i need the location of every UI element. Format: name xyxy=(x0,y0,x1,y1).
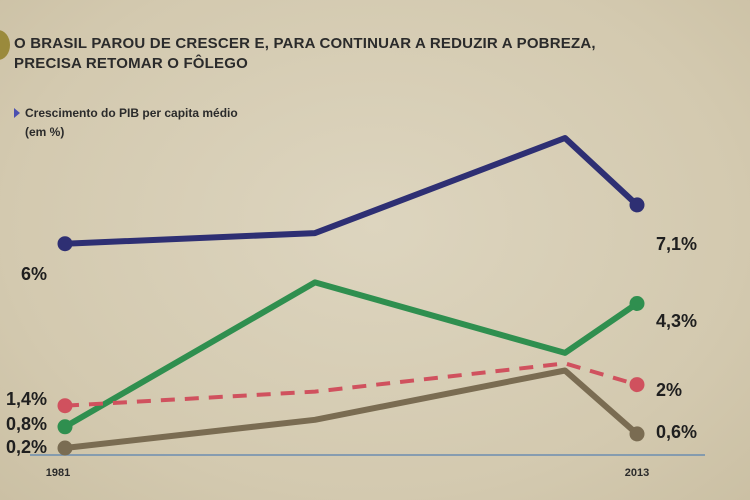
subtitle-text: Crescimento do PIB per capita médio xyxy=(25,106,238,120)
series-2-end-point xyxy=(629,296,645,311)
series-1-end-point xyxy=(629,197,645,213)
series-line-3 xyxy=(64,361,638,408)
unit-label: (em %) xyxy=(25,125,65,139)
series-3-end-label: 2% xyxy=(656,380,682,400)
series-3-start-label: 1,4% xyxy=(6,389,47,409)
x-tick-label-end: 2013 xyxy=(625,467,649,479)
series-1-end-label: 7,1% xyxy=(656,234,697,254)
chart-title-line-1: O BRASIL PAROU DE CRESCER E, PARA CONTIN… xyxy=(14,35,596,52)
series-1-start-label: 6% xyxy=(21,264,47,284)
series-line-2 xyxy=(62,279,640,430)
series-4-end-label: 0,6% xyxy=(656,422,697,442)
series-line-1 xyxy=(62,135,640,247)
series-1-start-point xyxy=(57,236,73,252)
x-tick-label-start: 1981 xyxy=(46,467,70,479)
series-2-start-point xyxy=(57,419,73,435)
series-4-end-point xyxy=(629,426,645,442)
series-3-end-point xyxy=(629,377,645,393)
series-4-start-label: 0,2% xyxy=(6,437,47,457)
chart-subtitle: Crescimento do PIB per capita médio (em … xyxy=(14,104,238,142)
section-badge-icon xyxy=(0,30,10,60)
series-3-start-point xyxy=(57,398,73,414)
series-2-end-label: 4,3% xyxy=(656,311,697,331)
chart-title-line-2: PRECISA RETOMAR O FÔLEGO xyxy=(14,55,248,72)
series-4-start-point xyxy=(57,440,73,456)
series-2-start-label: 0,8% xyxy=(6,414,47,434)
chart-title: O BRASIL PAROU DE CRESCER E, PARA CONTIN… xyxy=(14,34,596,74)
triangle-marker-icon xyxy=(14,108,20,118)
series-line-4 xyxy=(62,367,640,451)
